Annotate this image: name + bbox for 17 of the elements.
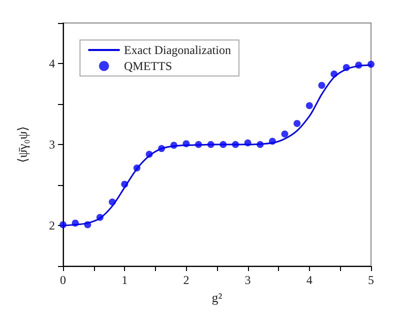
y-tick-label: 4 [49, 56, 55, 70]
x-tick-label: 1 [122, 273, 128, 287]
point [281, 130, 288, 138]
point [318, 82, 326, 89]
x-tick-label: 3 [244, 273, 251, 287]
x-axis-title: g² [212, 290, 222, 305]
point [306, 102, 313, 110]
y-tick-label: 2 [49, 218, 55, 232]
x-tick-label: 4 [306, 273, 312, 287]
legend-label: QMETTS [124, 59, 172, 73]
point [294, 120, 301, 127]
legend-label: Exact Diagonalization [124, 43, 231, 57]
x-tick-label: 2 [183, 273, 190, 287]
y-axis-title: ⟨ψ̄γ₀ψ⟩ [15, 126, 30, 163]
y-tick-label: 3 [49, 138, 55, 152]
x-tick-label: 0 [60, 273, 66, 287]
x-tick-label: 5 [368, 273, 374, 287]
